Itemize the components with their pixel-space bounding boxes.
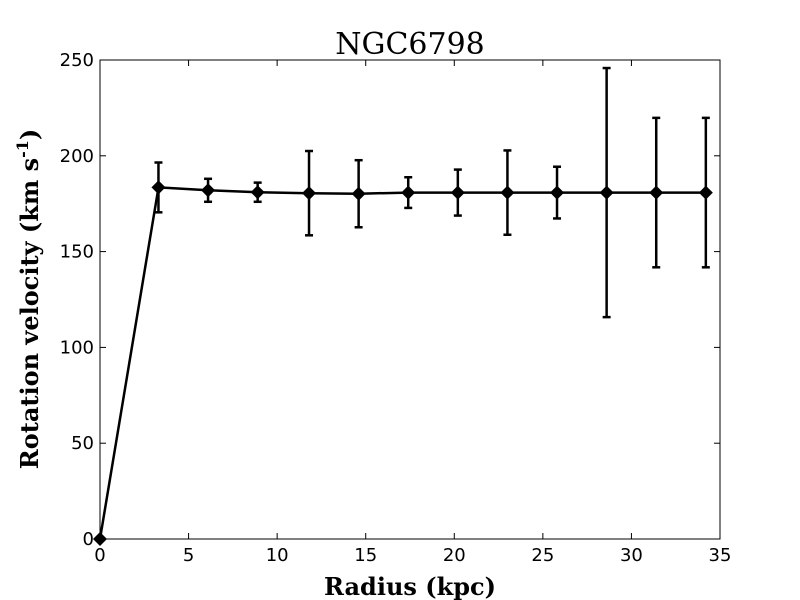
- x-tick-label: 5: [183, 545, 194, 566]
- y-tick-label: 200: [60, 146, 94, 167]
- data-point-marker: [500, 185, 515, 200]
- data-point-marker: [250, 185, 265, 200]
- data-point-marker: [351, 186, 366, 201]
- x-tick-label: 15: [354, 545, 377, 566]
- data-point-marker: [599, 185, 614, 200]
- y-axis-title-tail: ): [15, 129, 44, 140]
- data-point-marker: [302, 186, 317, 201]
- x-tick-label: 10: [266, 545, 289, 566]
- y-tick-label: 150: [60, 242, 94, 263]
- chart-title: NGC6798: [335, 27, 485, 62]
- x-tick-label: 35: [709, 545, 732, 566]
- data-point-marker: [450, 185, 465, 200]
- data-point-marker: [151, 180, 166, 195]
- y-tick-label: 0: [83, 529, 94, 550]
- series-line: [98, 186, 706, 540]
- data-point-marker: [201, 183, 216, 198]
- y-tick-label: 100: [60, 337, 94, 358]
- x-tick-label: 20: [443, 545, 466, 566]
- data-point-marker: [401, 185, 416, 200]
- y-axis-title: Rotation velocity (km s-1): [13, 129, 44, 469]
- data-point-marker: [649, 185, 664, 200]
- data-point-marker: [550, 185, 565, 200]
- x-tick-label: 25: [531, 545, 554, 566]
- y-axis-title-main: Rotation velocity (km s: [15, 158, 44, 469]
- y-tick-label: 250: [60, 50, 94, 71]
- x-tick-label: 0: [94, 545, 105, 566]
- y-tick-label: 50: [71, 433, 94, 454]
- axis-ticks: 0 5 10 15 20 25 30 35 0 50 100 150 200 250: [60, 50, 732, 566]
- data-point-marker: [698, 185, 713, 200]
- plot-frame: [99, 59, 721, 540]
- x-axis-title: Radius (kpc): [324, 572, 496, 600]
- x-tick-label: 30: [620, 545, 643, 566]
- y-axis-title-exponent: -1: [13, 140, 32, 158]
- data-series: [93, 66, 713, 546]
